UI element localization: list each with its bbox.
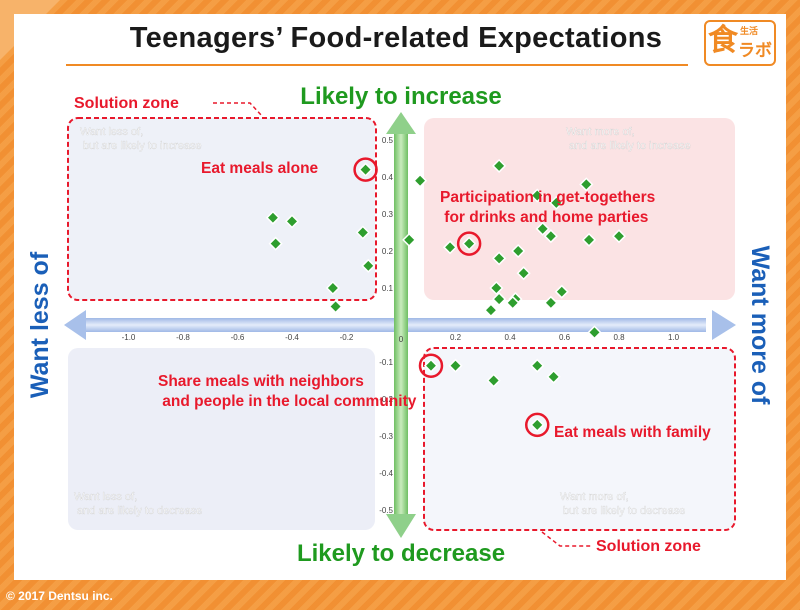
- data-point: [462, 236, 477, 251]
- x-tick-label: -0.2: [340, 333, 354, 342]
- data-point: [355, 225, 370, 240]
- data-point: [268, 236, 283, 251]
- x-tick-label: 0.2: [450, 333, 462, 342]
- annotation-circle: [418, 353, 444, 378]
- quadrant-top-left: [68, 118, 375, 300]
- data-point: [611, 229, 627, 244]
- solution-zone-bottom-right: [423, 347, 736, 531]
- quadrant-bottom-left: [68, 348, 375, 530]
- data-point: [483, 303, 498, 318]
- data-point: [492, 251, 507, 266]
- y-axis-bottom-arrow: [386, 514, 416, 538]
- x-tick-label: -1.0: [122, 333, 136, 342]
- y-tick-label: -0.4: [379, 469, 393, 478]
- data-point: [402, 232, 417, 247]
- data-point: [505, 295, 520, 310]
- x-axis-right-arrow: [712, 310, 736, 340]
- x-axis-bar: [80, 318, 706, 332]
- axis-label-top: Likely to increase: [300, 83, 501, 110]
- data-point: [516, 266, 531, 281]
- annotation-circle: [456, 231, 482, 256]
- data-point: [448, 358, 463, 373]
- annotation-label: Participation in get-togethers for drink…: [440, 189, 655, 226]
- quadrant-label-bottom-left: Want less of, and are likely to decrease: [74, 491, 202, 517]
- data-point: [530, 417, 545, 432]
- logo: 食 生活 ラボ: [704, 20, 776, 66]
- axis-label-left: Want less of: [26, 251, 54, 398]
- data-point: [543, 229, 558, 244]
- y-tick-label: 0.4: [382, 173, 394, 182]
- data-point: [361, 258, 376, 273]
- y-tick-label: 0.5: [382, 136, 394, 145]
- y-axis-top-arrow: [386, 112, 416, 134]
- data-point: [284, 214, 300, 229]
- y-tick-label: -0.3: [379, 432, 393, 441]
- data-point: [587, 325, 602, 340]
- data-point: [535, 221, 550, 236]
- annotation-label: Share meals with neighbors and people in…: [158, 373, 417, 410]
- data-point: [423, 358, 439, 373]
- data-point: [442, 240, 458, 255]
- solution-zone-top-left: [67, 117, 377, 301]
- quadrant-bottom-right: [424, 348, 735, 530]
- x-tick-label: 0: [399, 335, 404, 344]
- annotation-label: Eat meals with family: [554, 424, 711, 441]
- data-point: [579, 177, 594, 192]
- annotation-label: Eat meals alone: [201, 160, 319, 177]
- data-point: [492, 158, 507, 173]
- data-point: [325, 280, 340, 296]
- logo-small-text: 生活: [740, 27, 759, 37]
- y-tick-label: -0.2: [379, 395, 393, 404]
- x-tick-label: 1.0: [668, 333, 680, 342]
- solution-zone-leader-top: [213, 102, 263, 117]
- title-underline: [66, 64, 688, 66]
- x-tick-label: -0.4: [285, 333, 299, 342]
- y-tick-label: -0.1: [379, 358, 393, 367]
- data-point: [265, 210, 280, 225]
- x-tick-label: -0.8: [176, 333, 190, 342]
- x-tick-label: 0.4: [504, 333, 516, 342]
- data-point: [530, 188, 545, 203]
- data-point: [358, 162, 373, 177]
- logo-kanji: 食: [708, 23, 738, 58]
- quadrant-label-bottom-right: Want more of, but are likely to decrease: [560, 491, 685, 517]
- y-tick-label: -0.5: [379, 506, 393, 515]
- data-point: [511, 243, 526, 259]
- page-title: Teenagers’ Food-related Expectations: [129, 22, 663, 54]
- copyright: © 2017 Dentsu inc.: [6, 589, 113, 603]
- data-point: [486, 373, 501, 388]
- axis-label-bottom: Likely to decrease: [297, 540, 505, 567]
- solution-zone-label-top: Solution zone: [74, 95, 179, 112]
- axis-label-right: Want more of: [746, 246, 774, 405]
- data-point: [581, 232, 597, 247]
- annotation-circle: [525, 412, 550, 438]
- solution-zone-leader-bottom: [541, 531, 592, 547]
- data-point: [413, 173, 428, 188]
- y-axis-bar: [394, 130, 408, 516]
- x-tick-label: 0.6: [559, 333, 571, 342]
- y-tick-label: 0.1: [382, 284, 394, 293]
- quadrant-label-top-right: Want more of, and are likely to increase: [566, 126, 691, 152]
- data-point: [546, 369, 561, 384]
- data-point: [328, 299, 343, 314]
- y-tick-label: 0.3: [382, 210, 394, 219]
- data-point: [549, 195, 564, 210]
- quadrant-label-top-left: Want less of, but are likely to increase: [80, 126, 202, 152]
- solution-zone-label-bottom: Solution zone: [596, 538, 701, 555]
- data-point: [489, 280, 504, 296]
- y-tick-label: 0.2: [382, 247, 394, 256]
- data-point: [554, 284, 569, 299]
- logo-word: ラボ: [738, 41, 772, 61]
- annotation-circle: [353, 157, 378, 182]
- data-point: [543, 295, 558, 310]
- x-tick-label: -0.6: [231, 333, 245, 342]
- x-axis-left-arrow: [64, 310, 86, 340]
- data-point: [492, 292, 507, 307]
- x-tick-label: 0.8: [613, 333, 625, 342]
- data-point: [530, 358, 545, 373]
